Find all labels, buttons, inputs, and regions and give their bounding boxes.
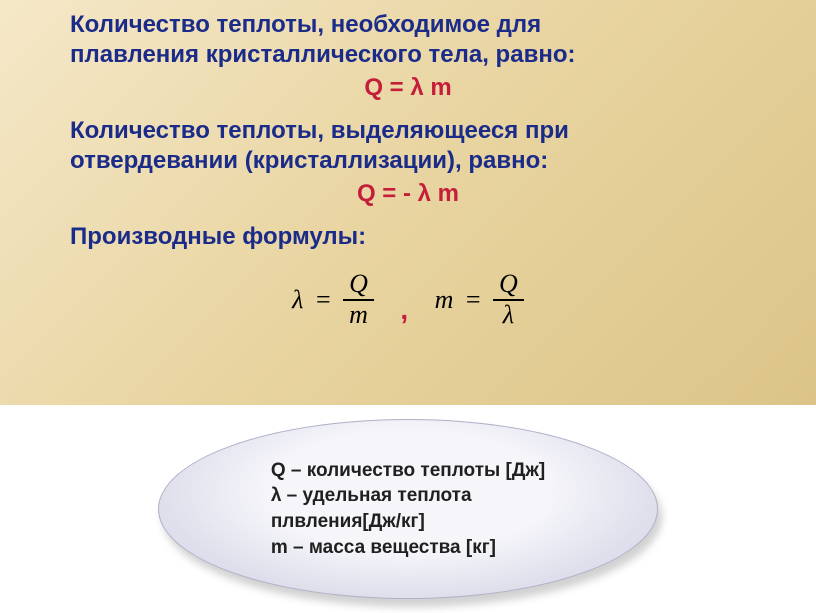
- eq2-fraction: Q λ: [493, 270, 524, 329]
- heading-melting-line1: Количество теплоты, необходимое для: [70, 11, 541, 38]
- derived-eq-lambda: λ = Q m: [292, 270, 374, 329]
- eq1-den: m: [343, 301, 374, 330]
- eq2-equals: =: [466, 285, 481, 315]
- eq1-lhs: λ: [292, 285, 303, 315]
- legend-ellipse: Q – количество теплоты [Дж] λ – удельная…: [158, 419, 658, 599]
- eq1-equals: =: [316, 285, 331, 315]
- eq2-lhs: m: [435, 285, 454, 315]
- formula-crystallization: Q = - λ m: [70, 180, 746, 208]
- eq2-num: Q: [493, 270, 524, 301]
- formula-melting: Q = λ m: [70, 74, 746, 102]
- legend-line-q: Q – количество теплоты [Дж]: [271, 460, 545, 481]
- derived-comma: ,: [400, 294, 408, 326]
- heading-crystallization: Количество теплоты, выделяющееся при отв…: [70, 116, 746, 176]
- derived-formulas: λ = Q m , m = Q λ: [70, 270, 746, 329]
- legend-text: Q – количество теплоты [Дж] λ – удельная…: [271, 458, 545, 561]
- derived-eq-mass: m = Q λ: [435, 270, 524, 329]
- heading-melting-line2: плавления кристаллического тела, равно:: [70, 41, 575, 68]
- legend-ellipse-container: Q – количество теплоты [Дж] λ – удельная…: [158, 419, 658, 599]
- legend-line-m: m – масса вещества [кг]: [271, 537, 496, 558]
- heading-cryst-line2: отвердевании (кристаллизации), равно:: [70, 147, 548, 174]
- legend-line-lambda2: плвления[Дж/кг]: [271, 511, 425, 532]
- eq1-num: Q: [343, 270, 374, 301]
- eq1-fraction: Q m: [343, 270, 374, 329]
- heading-cryst-line1: Количество теплоты, выделяющееся при: [70, 117, 569, 144]
- eq2-den: λ: [493, 301, 524, 330]
- heading-melting: Количество теплоты, необходимое для плав…: [70, 10, 746, 70]
- legend-line-lambda: λ – удельная теплота: [271, 485, 472, 506]
- heading-derived: Производные формулы:: [70, 222, 746, 252]
- legend-area: Q – количество теплоты [Дж] λ – удельная…: [0, 405, 816, 613]
- formula-panel: Количество теплоты, необходимое для плав…: [0, 0, 816, 405]
